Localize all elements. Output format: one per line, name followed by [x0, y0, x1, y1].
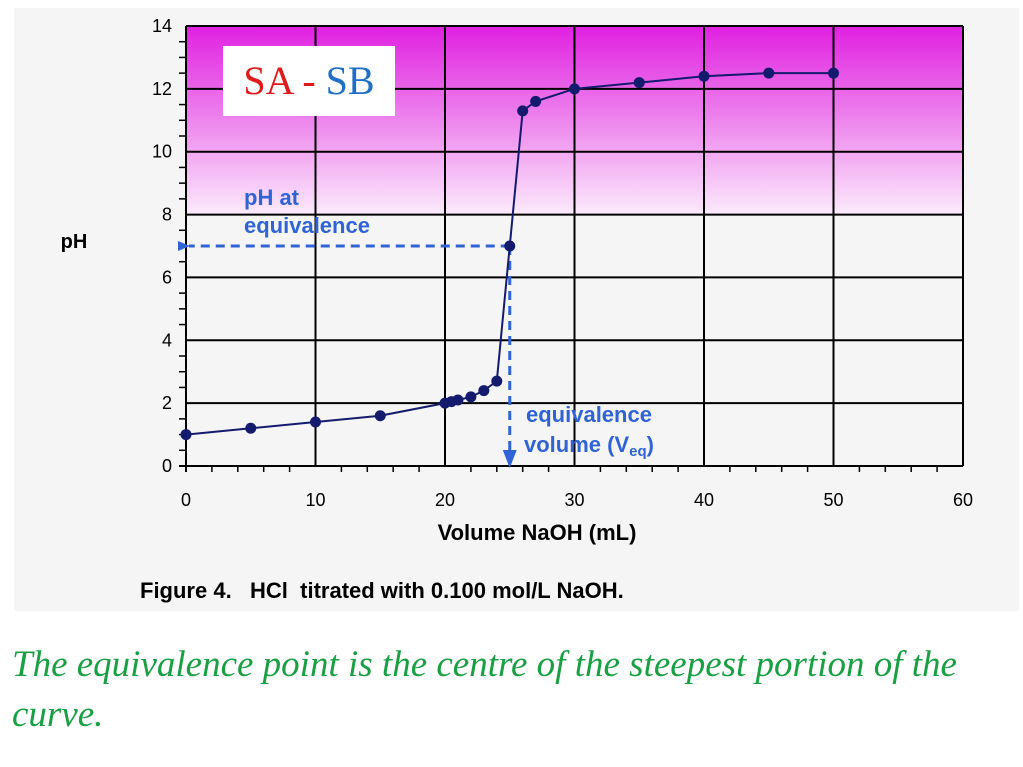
sa-sb-title-box: SA - SB — [223, 46, 395, 116]
y-tick-label-6: 6 — [162, 267, 172, 287]
x-tick-label-10: 10 — [305, 490, 325, 510]
y-tick-label-12: 12 — [152, 79, 172, 99]
data-point-8 — [478, 385, 490, 397]
axis-ticks — [179, 40, 938, 472]
x-tick-label-40: 40 — [694, 490, 714, 510]
data-point-10 — [504, 240, 516, 252]
y-tick-label-14: 14 — [152, 16, 172, 36]
data-point-6 — [452, 394, 464, 406]
y-tick-label-0: 0 — [162, 456, 172, 476]
data-point-13 — [569, 83, 580, 95]
data-point-0 — [180, 429, 192, 441]
equivalence-volume-line1: equivalence — [526, 402, 652, 427]
y-tick-label-10: 10 — [152, 142, 172, 162]
data-point-16 — [763, 67, 775, 79]
ph-at-equivalence-line1: pH at — [244, 185, 300, 210]
figure-panel: 0 10 20 30 40 50 60 0 2 4 6 8 10 12 14 pH Volume NaOH … — [14, 8, 1019, 611]
sb-label: SB — [325, 58, 375, 103]
data-point-2 — [310, 416, 321, 428]
y-axis-label: pH — [61, 231, 88, 253]
data-point-12 — [530, 95, 542, 107]
data-point-14 — [633, 77, 645, 89]
data-point-11 — [517, 105, 529, 117]
sa-label: SA — [243, 58, 293, 103]
x-tick-label-20: 20 — [435, 490, 455, 510]
series-line-0 — [185, 72, 834, 436]
y-tick-label-4: 4 — [162, 330, 172, 350]
volume-close-paren: ) — [647, 432, 654, 457]
x-tick-label-60: 60 — [953, 490, 973, 510]
ph-at-equivalence-line2: equivalence — [244, 213, 370, 238]
titration-curve — [180, 67, 839, 441]
figure-caption: Figure 4. HCl titrated with 0.100 mol/L … — [140, 578, 624, 603]
data-point-3 — [374, 410, 386, 422]
data-point-7 — [465, 391, 477, 403]
volume-equivalence-arrowhead — [502, 450, 517, 468]
x-tick-label-50: 50 — [823, 490, 843, 510]
x-tick-label-30: 30 — [564, 490, 584, 510]
equivalence-volume-line2: volume (Veq) — [524, 432, 654, 460]
data-point-17 — [828, 67, 839, 79]
x-axis-label: Volume NaOH (mL) — [438, 520, 637, 545]
data-point-15 — [698, 70, 710, 82]
y-tick-label-2: 2 — [162, 393, 172, 413]
titration-chart: 0 10 20 30 40 50 60 0 2 4 6 8 10 12 14 pH Volume NaOH … — [61, 16, 973, 603]
eq-subscript: eq — [629, 443, 647, 460]
title-dash: - — [302, 58, 316, 103]
x-tick-label-0: 0 — [181, 490, 191, 510]
data-point-9 — [491, 375, 503, 387]
volume-text: volume (V — [524, 432, 629, 457]
data-point-1 — [245, 422, 257, 434]
explanation-caption: The equivalence point is the centre of t… — [12, 644, 957, 735]
y-tick-label-8: 8 — [162, 205, 172, 225]
tick-labels: 0 10 20 30 40 50 60 0 2 4 6 8 10 12 14 — [152, 16, 973, 510]
equivalence-annotations — [178, 241, 517, 468]
